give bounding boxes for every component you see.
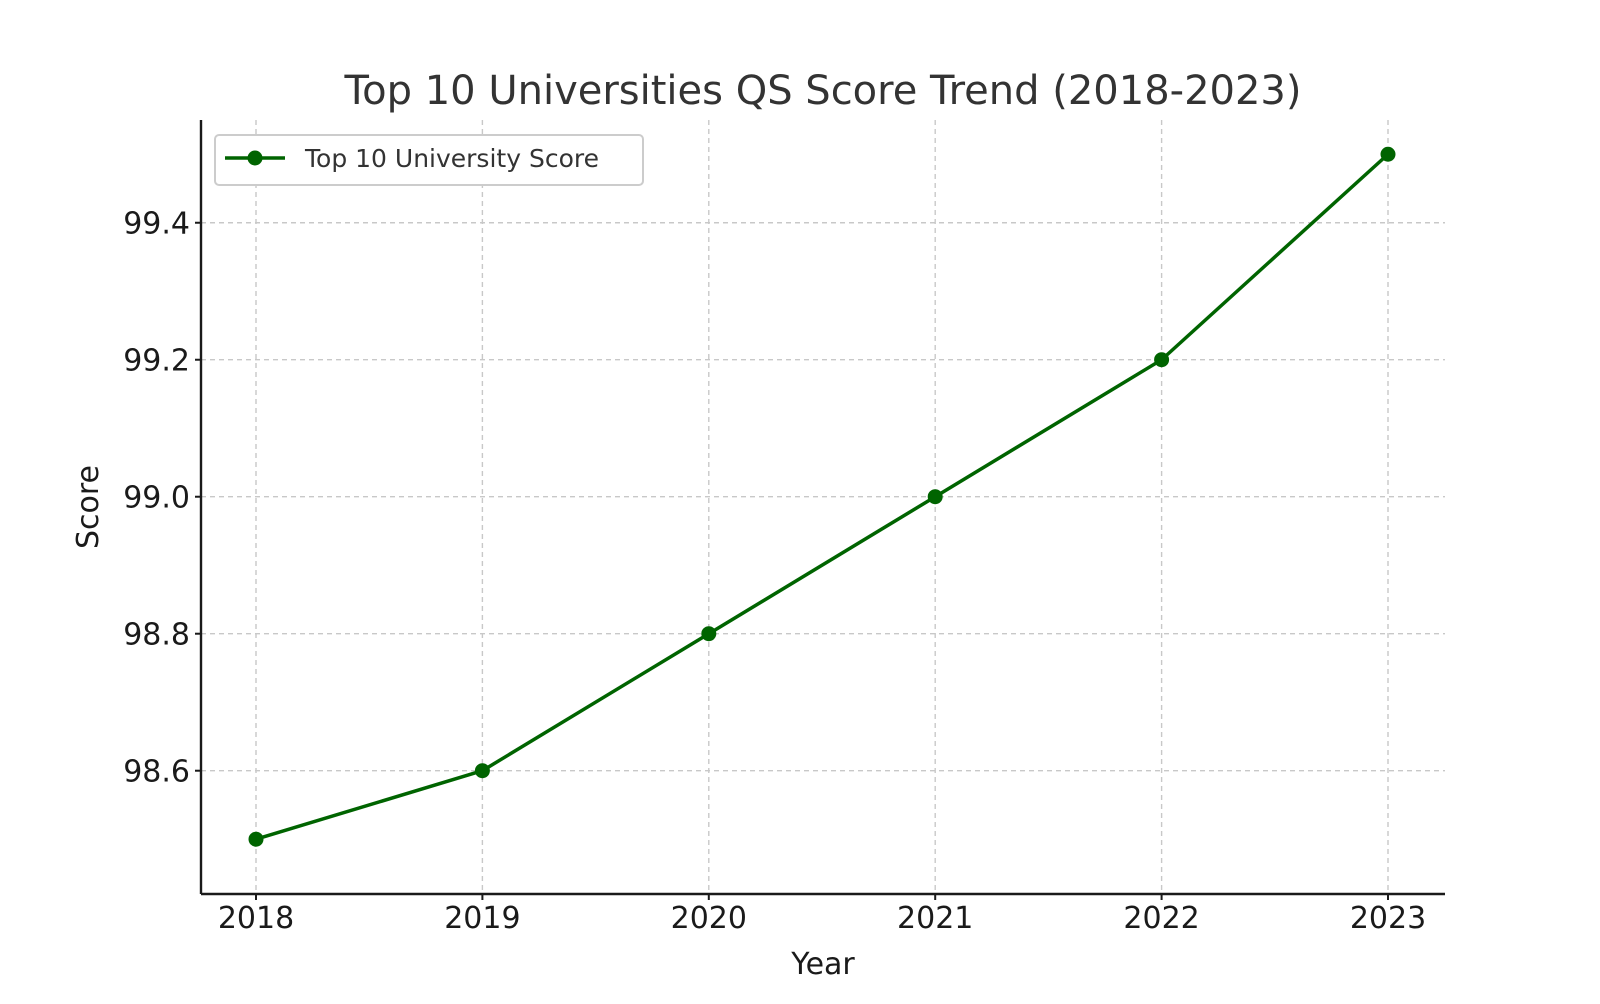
y-axis-title: Score bbox=[71, 465, 106, 549]
data-point bbox=[1380, 146, 1396, 162]
data-point bbox=[474, 763, 490, 779]
x-tick-label: 2022 bbox=[1123, 901, 1199, 936]
x-tick-label: 2020 bbox=[671, 901, 747, 936]
data-point bbox=[927, 489, 943, 505]
y-tick-label: 99.0 bbox=[123, 481, 190, 516]
data-point bbox=[701, 626, 717, 642]
x-axis-ticks: 2018 2019 2020 2021 2022 2023 bbox=[218, 894, 1426, 936]
y-tick-label: 99.4 bbox=[123, 207, 190, 242]
legend-marker-swatch bbox=[247, 150, 263, 166]
series-line bbox=[254, 152, 1390, 841]
y-tick-label: 98.8 bbox=[123, 618, 190, 653]
y-axis-ticks: 98.6 98.8 99.0 99.2 99.4 bbox=[123, 207, 201, 790]
y-tick-label: 99.2 bbox=[123, 344, 190, 379]
legend-box bbox=[214, 134, 644, 186]
y-tick-label: 98.6 bbox=[123, 755, 190, 790]
x-tick-label: 2023 bbox=[1350, 901, 1426, 936]
x-axis-title: Year bbox=[790, 947, 855, 982]
x-tick-label: 2021 bbox=[897, 901, 973, 936]
x-tick-label: 2018 bbox=[218, 901, 294, 936]
axes bbox=[199, 120, 1445, 896]
legend-label: Top 10 University Score bbox=[304, 144, 599, 173]
legend: Top 10 University Score bbox=[214, 134, 644, 186]
data-point bbox=[1154, 352, 1170, 368]
x-tick-label: 2019 bbox=[444, 901, 520, 936]
data-point bbox=[248, 831, 264, 847]
series-group bbox=[248, 146, 1396, 847]
grid bbox=[201, 120, 1445, 894]
chart-title: Top 10 Universities QS Score Trend (2018… bbox=[344, 68, 1302, 114]
